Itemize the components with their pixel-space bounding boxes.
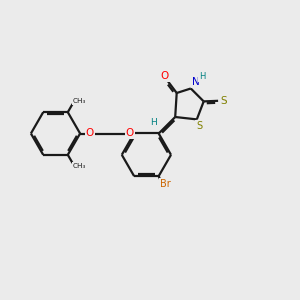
Text: O: O bbox=[125, 128, 134, 139]
Text: H: H bbox=[199, 72, 206, 81]
Text: S: S bbox=[196, 121, 202, 131]
Text: H: H bbox=[150, 118, 157, 127]
Text: S: S bbox=[220, 96, 227, 106]
Text: O: O bbox=[85, 128, 94, 139]
Text: CH₃: CH₃ bbox=[73, 98, 86, 104]
Text: Br: Br bbox=[160, 179, 171, 189]
Text: O: O bbox=[160, 71, 169, 82]
Text: CH₃: CH₃ bbox=[73, 163, 86, 169]
Text: N: N bbox=[192, 77, 200, 87]
